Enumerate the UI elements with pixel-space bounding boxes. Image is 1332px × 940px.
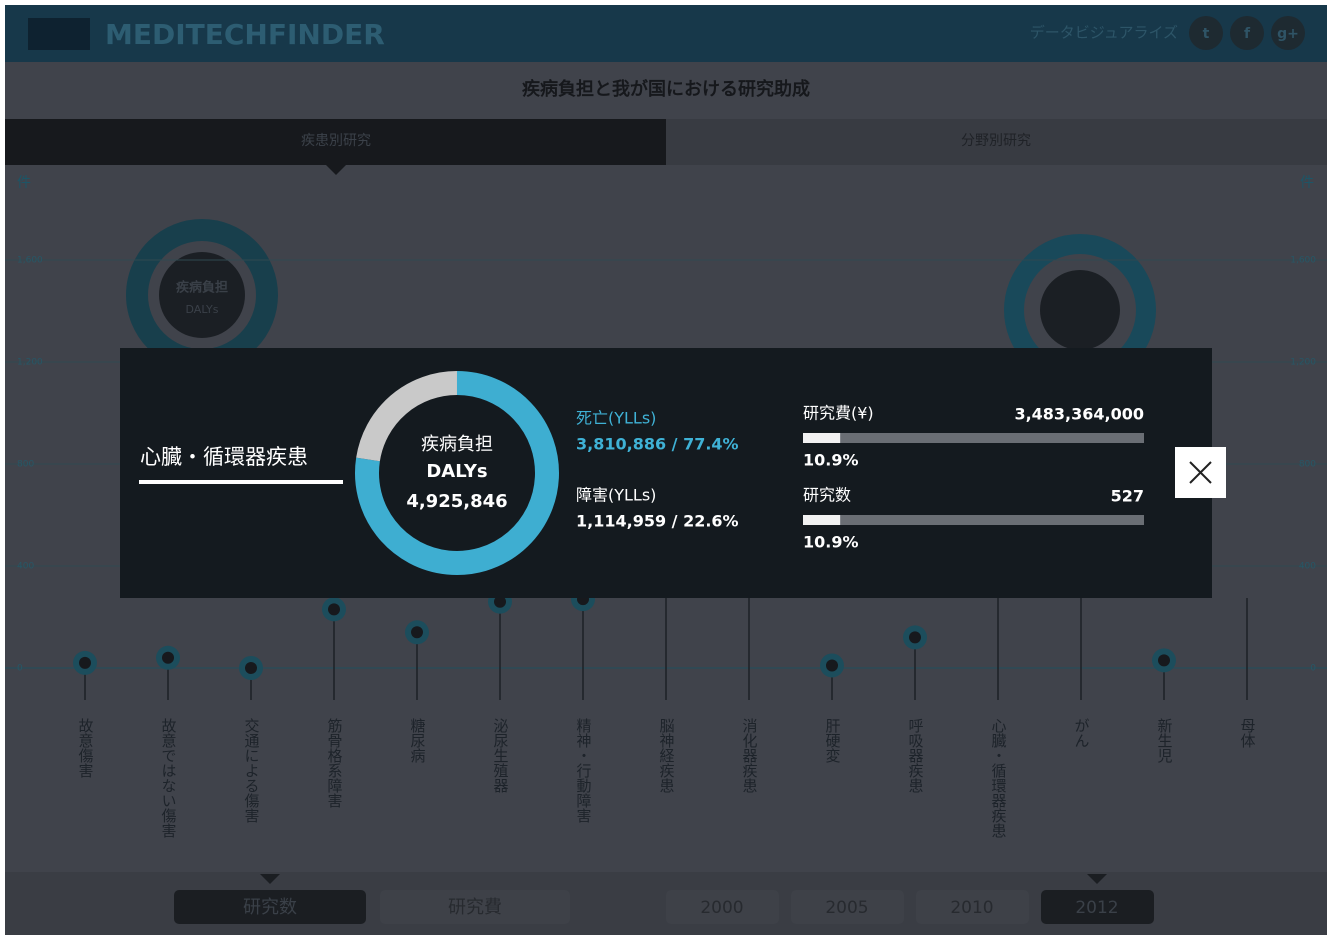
close-icon[interactable] [1189,461,1212,484]
pointer [260,874,280,884]
y-tick-label: 800 [17,460,34,470]
bubble-core [826,659,838,672]
bubble-core [909,631,921,644]
y-unit: 件 [17,175,31,191]
tab-pointer [326,165,346,175]
header [5,5,1327,62]
year-button[interactable] [1041,890,1154,924]
donut-subtitle: DALYs [426,461,487,482]
x-tick-label: 心臓・循環器疾患 [990,718,1008,838]
x-tick-label: 交通による傷害 [243,717,261,823]
x-tick-label: 肝硬変 [824,718,842,763]
x-tick-label: 脳神経疾患 [658,718,676,793]
x-tick-label: 消化器疾患 [741,718,759,793]
menu[interactable]: データビジュアライズ [1030,24,1178,42]
logo: MEDITECHFINDER [105,18,385,51]
close-button[interactable] [1175,447,1226,498]
bubble-core [1040,270,1120,350]
y-tick-label: 0 [17,664,23,674]
x-tick-label: 糖尿病 [409,718,427,764]
y-tick-label: 1,200 [17,358,43,368]
x-tick-label: 母体 [1239,718,1257,748]
metric-button[interactable] [380,890,570,924]
social-icon[interactable] [1189,16,1223,50]
modal-title: 心臓・循環器疾患 [140,445,308,469]
x-tick-label: 呼吸器疾患 [907,718,925,793]
y-tick-label: 0 [1310,664,1316,674]
y-tick-label: 1,600 [17,256,43,266]
disability-value: 1,114,959 / 22.6% [576,512,739,531]
funding-share: 10.9% [803,451,859,470]
bubble-core [162,651,174,664]
metric-label[interactable]: 研究費 [448,897,502,918]
metric-label[interactable]: 研究数 [243,897,297,918]
x-tick-label: 泌尿生殖器 [492,718,510,793]
tab-active[interactable] [5,119,666,165]
bar-track [803,515,1144,525]
y-tick-label: 800 [1299,460,1316,470]
donut-disability [356,371,458,462]
legend-title: 疾病負担 [176,280,228,296]
tab-label[interactable]: 疾患別研究 [301,133,371,149]
year-label[interactable]: 2012 [1075,898,1118,918]
y-tick-label: 400 [1299,562,1316,572]
death-label: 死亡(YLLs) [576,409,656,428]
y-tick-label: 1,200 [1290,358,1316,368]
count-label: 研究数 [803,486,851,505]
bar [803,433,841,443]
year-button[interactable] [666,890,779,924]
bubble-core [1158,654,1170,667]
count-value: 527 [1111,487,1144,506]
pointer [1087,874,1107,884]
donut-total: 4,925,846 [406,491,507,512]
count-share: 10.9% [803,533,859,552]
year-label[interactable]: 2010 [950,898,993,918]
tab-label[interactable]: 分野別研究 [961,133,1031,149]
modal: 心臓・循環器疾患 疾病負担 DALYs 4,925,846 死亡(YLLs) 3… [120,348,1212,598]
x-tick-label: 新生児 [1156,718,1174,764]
y-unit: 件 [1300,175,1314,191]
modal-panel [120,348,1212,598]
x-tick-label: 故意ではない傷害 [160,718,178,838]
bubble-core [411,626,423,639]
social-icon[interactable] [1230,16,1264,50]
legend-core [159,252,245,338]
y-tick-label: 1,600 [1290,256,1316,266]
social-label[interactable]: t [1203,26,1210,42]
metric-button[interactable] [174,890,366,924]
tab[interactable] [666,119,1327,165]
funding-label: 研究費(¥) [803,404,874,423]
year-button[interactable] [791,890,904,924]
year-button[interactable] [916,890,1029,924]
donut-title: 疾病負担 [421,434,493,455]
x-tick-label: 筋骨格系障害 [326,718,344,808]
x-tick-label: 故意傷害 [77,718,95,778]
bubble-core [328,603,340,616]
year-label[interactable]: 2005 [825,898,868,918]
x-tick-label: 精神・行動障害 [575,718,593,823]
bubble-core [494,595,506,608]
funding-value: 3,483,364,000 [1014,405,1144,424]
donut-death [355,371,559,575]
bar-track [803,433,1144,443]
social-label[interactable]: f [1244,26,1251,42]
y-tick-label: 400 [17,562,34,572]
bar [803,515,841,525]
page-title: 疾病負担と我が国における研究助成 [522,78,810,100]
death-value: 3,810,886 / 77.4% [576,435,739,454]
disability-label: 障害(YLLs) [576,486,656,505]
bubble-core [79,656,91,669]
bubble-core [245,662,257,674]
social-label[interactable]: g+ [1277,26,1299,42]
social-icon[interactable] [1271,16,1305,50]
year-label[interactable]: 2000 [700,898,743,918]
underline [139,480,343,484]
logo-mark [28,18,90,50]
legend-subtitle: DALYs [186,303,219,316]
x-tick-label: がん [1073,718,1091,748]
